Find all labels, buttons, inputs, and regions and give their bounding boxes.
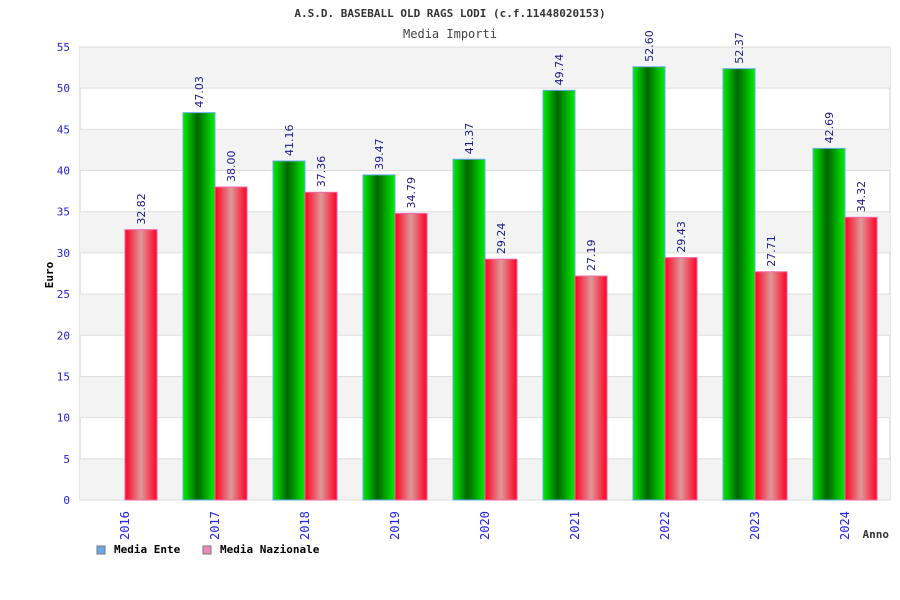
- legend-swatch: [96, 545, 106, 555]
- y-tick-label: 30: [57, 247, 70, 260]
- x-tick-label: 2020: [478, 511, 492, 540]
- chart-title: A.S.D. BASEBALL OLD RAGS LODI (c.f.11448…: [294, 7, 605, 20]
- data-label: 49.74: [553, 54, 566, 86]
- bar-media-nazionale: [394, 212, 428, 501]
- bar-media-ente: [722, 68, 756, 501]
- y-tick-label: 35: [57, 206, 70, 219]
- data-label: 37.36: [315, 156, 328, 188]
- bar-media-ente: [452, 158, 486, 501]
- legend-swatch: [202, 545, 212, 555]
- bar-media-nazionale: [664, 257, 698, 501]
- legend-label: Media Ente: [114, 543, 181, 556]
- x-tick-label: 2024: [838, 511, 852, 540]
- bar-media-ente: [812, 147, 846, 501]
- legend-label: Media Nazionale: [220, 543, 320, 556]
- bar-media-nazionale: [304, 191, 338, 501]
- bar-media-nazionale: [844, 216, 878, 501]
- x-tick-label: 2022: [658, 511, 672, 540]
- data-label: 52.37: [733, 32, 746, 64]
- x-tick-label: 2017: [208, 511, 222, 540]
- x-tick-label: 2018: [298, 511, 312, 540]
- y-tick-label: 5: [63, 453, 70, 466]
- y-tick-label: 15: [57, 370, 70, 383]
- y-tick-label: 20: [57, 329, 70, 342]
- bar-media-nazionale: [484, 258, 518, 501]
- x-tick-label: 2021: [568, 511, 582, 540]
- data-label: 32.82: [135, 193, 148, 225]
- data-label: 41.16: [283, 124, 296, 156]
- x-tick-label: 2023: [748, 511, 762, 540]
- legend: Media Ente Media Nazionale: [96, 543, 320, 556]
- y-tick-label: 0: [63, 494, 70, 507]
- bar-media-nazionale: [124, 229, 158, 501]
- data-label: 41.37: [463, 123, 476, 155]
- bar-media-ente: [182, 112, 216, 501]
- y-tick-label: 10: [57, 412, 70, 425]
- data-label: 42.69: [823, 112, 836, 144]
- bar-media-ente: [272, 160, 306, 501]
- x-axis-label: Anno: [863, 528, 890, 541]
- bar-media-nazionale: [574, 275, 608, 501]
- y-axis-label: Euro: [43, 261, 56, 288]
- data-label: 52.60: [643, 30, 656, 62]
- data-label: 34.32: [855, 181, 868, 213]
- bar-media-ente: [542, 89, 576, 501]
- bar-media-ente: [632, 66, 666, 501]
- data-label: 47.03: [193, 76, 206, 108]
- y-tick-label: 50: [57, 82, 70, 95]
- bar-media-nazionale: [214, 186, 248, 501]
- data-label: 38.00: [225, 151, 238, 183]
- bar-media-ente: [362, 174, 396, 501]
- data-label: 27.71: [765, 235, 778, 267]
- x-tick-label: 2019: [388, 511, 402, 540]
- chart-subtitle: Media Importi: [403, 27, 497, 41]
- data-label: 34.79: [405, 177, 418, 209]
- data-label: 39.47: [373, 138, 386, 170]
- y-tick-label: 45: [57, 123, 70, 136]
- y-tick-label: 55: [57, 41, 70, 54]
- data-label: 27.19: [585, 240, 598, 272]
- y-tick-label: 40: [57, 165, 70, 178]
- bar-media-nazionale: [754, 271, 788, 501]
- y-tick-label: 25: [57, 288, 70, 301]
- data-label: 29.24: [495, 223, 508, 255]
- data-label: 29.43: [675, 221, 688, 253]
- x-tick-label: 2016: [118, 511, 132, 540]
